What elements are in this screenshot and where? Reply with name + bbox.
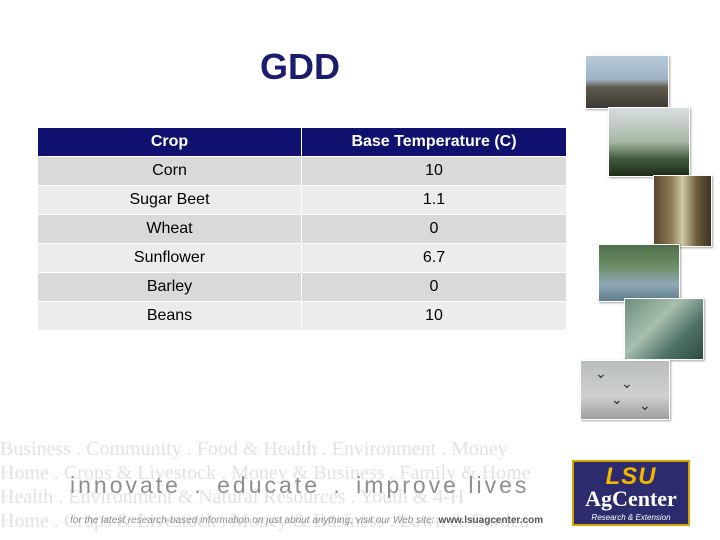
table-header-row: Crop Base Temperature (C)	[37, 127, 567, 157]
crop-cell: Corn	[37, 156, 302, 186]
alligator-photo	[598, 244, 680, 302]
crop-cell: Sunflower	[37, 243, 302, 273]
watermark-line: Home . Crops & Livestock . Money & Busin…	[0, 510, 530, 532]
watermark-line: Home . Crops & Livestock . Money & Busin…	[0, 462, 531, 484]
table-row: Sugar Beet 1.1	[37, 185, 567, 215]
crop-cell: Wheat	[37, 214, 302, 244]
pine-forest-photo	[653, 175, 712, 247]
goose-icon: ⌄	[621, 375, 633, 391]
tagline-word: educate	[217, 472, 320, 498]
column-header-crop: Crop	[37, 127, 302, 157]
base-temperature-table: Crop Base Temperature (C) Corn 10 Sugar …	[37, 127, 567, 331]
base-temp-cell: 10	[301, 156, 567, 186]
goose-icon: ⌄	[639, 397, 651, 413]
table-row: Barley 0	[37, 272, 567, 302]
watermark-line: Business . Community . Food & Health . E…	[0, 438, 508, 460]
tagline-word: innovate	[70, 472, 181, 498]
base-temp-cell: 0	[301, 214, 567, 244]
base-temp-cell: 10	[301, 301, 567, 331]
marsh-aerial-photo	[624, 298, 704, 360]
logo-lsu-text: LSU	[605, 463, 657, 490]
column-header-base-temperature: Base Temperature (C)	[301, 127, 567, 157]
table-row: Beans 10	[37, 301, 567, 331]
geese-flying-photo: ⌄ ⌄ ⌄ ⌄	[580, 360, 670, 420]
goose-icon: ⌄	[595, 365, 607, 381]
shrimp-boat-photo	[585, 55, 669, 109]
table-row: Wheat 0	[37, 214, 567, 244]
table-row: Sunflower 6.7	[37, 243, 567, 273]
website-line: for the latest research-based informatio…	[70, 515, 543, 526]
tagline-word: improve lives	[356, 472, 530, 498]
website-url: www.lsuagcenter.com	[438, 515, 544, 526]
tagline: innovate . educate . improve lives	[70, 472, 533, 499]
base-temp-cell: 6.7	[301, 243, 567, 273]
logo-subtitle: Research & Extension	[591, 513, 671, 522]
logo-agcenter-text: AgCenter	[585, 486, 677, 511]
crop-cell: Sugar Beet	[37, 185, 302, 215]
watermark-line: Health . Environment & Natural Resources…	[0, 486, 465, 508]
website-prompt: for the latest research-based informatio…	[70, 515, 435, 526]
table-row: Corn 10	[37, 156, 567, 186]
crop-cell: Beans	[37, 301, 302, 331]
base-temp-cell: 0	[301, 272, 567, 302]
cypress-swamp-photo	[608, 107, 690, 177]
crop-cell: Barley	[37, 272, 302, 302]
goose-icon: ⌄	[611, 391, 623, 407]
slide-title: GDD	[260, 46, 340, 87]
base-temp-cell: 1.1	[301, 185, 567, 215]
tagline-separator: .	[194, 472, 204, 498]
tagline-separator: .	[333, 472, 343, 498]
lsu-agcenter-logo: LSU AgCenter Research & Extension	[572, 460, 690, 526]
